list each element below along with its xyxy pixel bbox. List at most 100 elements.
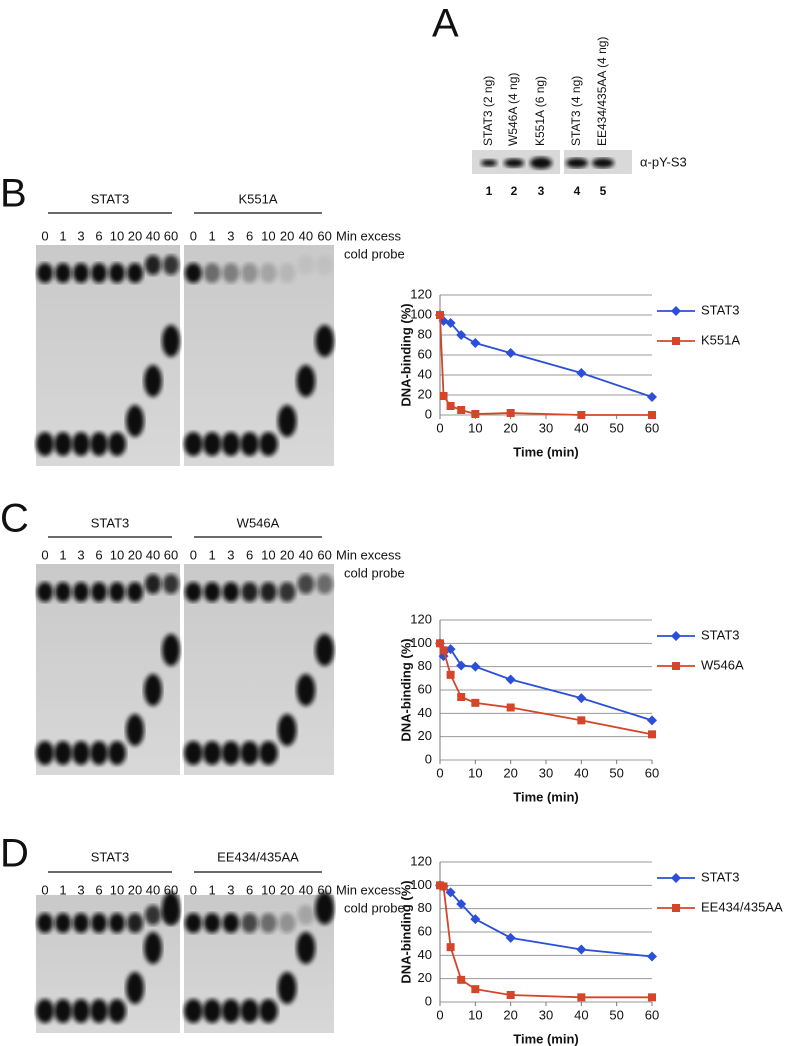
y-tick-label: 40 — [418, 366, 432, 381]
gel-band — [72, 999, 90, 1023]
lane-time: 10 — [110, 228, 124, 243]
gel-band — [54, 999, 72, 1023]
gel-band — [259, 263, 277, 283]
y-tick-label: 100 — [410, 877, 432, 892]
gel-band — [126, 972, 144, 1004]
lane-time: 40 — [299, 882, 313, 897]
gel-band — [259, 582, 277, 602]
lane-time: 1 — [209, 882, 216, 897]
series-line — [439, 884, 652, 999]
gel-band — [297, 574, 315, 594]
gel-band — [277, 972, 297, 1004]
lane-time: 10 — [110, 547, 124, 562]
gel-band — [90, 999, 108, 1023]
lane-time: 1 — [59, 547, 66, 562]
gel-band — [72, 582, 90, 602]
y-tick-label: 40 — [418, 947, 432, 962]
gel-band — [54, 582, 72, 602]
legend-marker — [671, 873, 681, 883]
gel-band — [203, 582, 221, 602]
point — [506, 991, 515, 999]
legend-label: STAT3 — [701, 869, 740, 884]
point — [456, 899, 467, 909]
gel-band — [126, 405, 144, 437]
gel-band — [126, 582, 144, 602]
gel-band — [54, 741, 72, 765]
antibody-label: α-pY-S3 — [640, 154, 687, 169]
gel-band — [203, 263, 221, 283]
y-tick-label: 100 — [410, 306, 432, 321]
lane-label: W546A (4 ng) — [506, 73, 520, 146]
lane-time: 3 — [77, 882, 84, 897]
gel-group-label: EE434/435AA — [217, 849, 299, 864]
point — [648, 411, 656, 419]
lane-time: 10 — [261, 547, 275, 562]
point — [457, 406, 466, 414]
x-tick-label: 10 — [468, 1007, 482, 1022]
gel-band — [221, 741, 241, 765]
y-tick-label: 80 — [418, 900, 432, 915]
x-tick-label: 10 — [468, 765, 482, 780]
gel-band — [278, 263, 296, 283]
lane-time: 40 — [299, 228, 313, 243]
lane-time: 6 — [95, 882, 102, 897]
point — [505, 932, 516, 943]
lane-time: 6 — [246, 882, 253, 897]
lane-time: 10 — [261, 228, 275, 243]
lane-time: 0 — [190, 228, 197, 243]
lane-time: 60 — [317, 547, 331, 562]
x-tick-label: 0 — [436, 765, 443, 780]
gel-band — [259, 999, 278, 1023]
gel-band — [222, 913, 240, 933]
point — [439, 646, 448, 655]
point — [576, 693, 587, 704]
series-line — [439, 642, 653, 736]
gel-band — [108, 999, 126, 1023]
x-axis-label: Time (min) — [513, 444, 579, 459]
y-tick-label: 20 — [418, 970, 432, 985]
gel-band — [162, 325, 180, 357]
y-tick-label: 60 — [418, 923, 432, 938]
gel-band — [90, 263, 108, 283]
y-tick-label: 20 — [418, 728, 432, 743]
gel-group-label: STAT3 — [91, 191, 130, 206]
gel-band — [278, 913, 296, 933]
gel-band — [108, 582, 126, 602]
y-tick-label: 0 — [425, 751, 432, 766]
y-tick-label: 20 — [418, 386, 432, 401]
gel-band — [202, 741, 222, 765]
gel-group-label: W546A — [237, 515, 280, 530]
gel-band — [72, 263, 90, 283]
gel-band — [202, 999, 222, 1023]
lane-time: 60 — [317, 228, 331, 243]
gel-band — [221, 999, 241, 1023]
point — [445, 644, 456, 655]
point — [445, 887, 456, 898]
gel-band — [315, 892, 334, 924]
lane-number: 3 — [538, 184, 545, 198]
point — [470, 661, 481, 672]
x-tick-label: 60 — [645, 765, 659, 780]
lane-time: 1 — [59, 882, 66, 897]
gel-group-label: STAT3 — [91, 515, 130, 530]
lane-number: 4 — [574, 184, 581, 198]
point — [446, 402, 455, 410]
blot-band — [566, 158, 588, 168]
x-tick-label: 20 — [503, 420, 517, 435]
y-tick-label: 80 — [418, 658, 432, 673]
point — [446, 670, 455, 679]
x-tick-label: 40 — [574, 765, 588, 780]
lane-time: 1 — [209, 547, 216, 562]
panel-letter: C — [0, 497, 29, 541]
point — [577, 993, 586, 1002]
lane-time: 60 — [164, 547, 178, 562]
gel-band — [144, 365, 162, 397]
gel-band — [54, 913, 72, 933]
point — [648, 993, 656, 1002]
lane-time: 6 — [95, 228, 102, 243]
legend-label: STAT3 — [701, 627, 740, 642]
gel-band — [241, 913, 259, 933]
panel-letter: D — [0, 832, 29, 876]
point — [439, 392, 448, 400]
gel-band — [296, 365, 316, 397]
